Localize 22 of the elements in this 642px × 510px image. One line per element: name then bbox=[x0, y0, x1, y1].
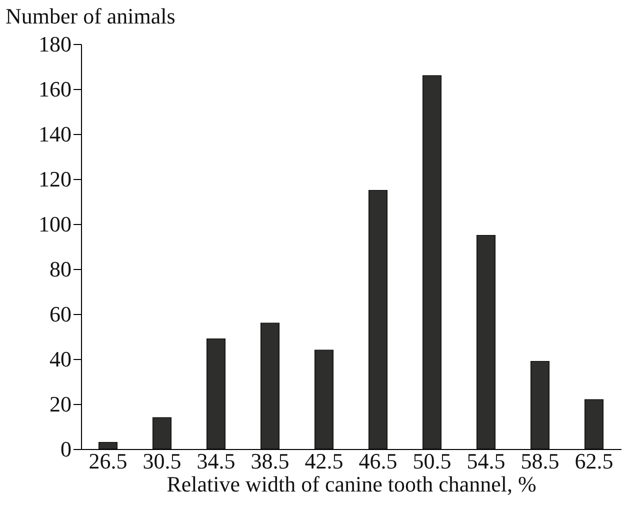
y-tick-label: 40 bbox=[50, 346, 72, 372]
x-tick-label: 38.5 bbox=[250, 448, 290, 474]
x-tick-label: 50.5 bbox=[412, 448, 452, 474]
y-tick-label: 60 bbox=[50, 302, 72, 326]
y-tick-label: 140 bbox=[38, 122, 72, 146]
x-axis-title: Relative width of canine tooth channel, % bbox=[166, 472, 536, 496]
x-tick-label: 62.5 bbox=[574, 448, 614, 474]
x-tick-label: 30.5 bbox=[142, 448, 182, 474]
y-tick-label: 0 bbox=[60, 436, 72, 462]
x-tick-label: 34.5 bbox=[196, 448, 236, 474]
y-tick-label: 100 bbox=[38, 212, 72, 236]
x-tick-label: 26.5 bbox=[88, 448, 128, 474]
x-tick-label: 42.5 bbox=[304, 448, 344, 474]
y-tick-label: 120 bbox=[38, 166, 72, 192]
x-tick-label: 58.5 bbox=[520, 448, 560, 474]
y-tick-label: 20 bbox=[50, 392, 72, 416]
y-axis-title: Number of animals bbox=[6, 4, 176, 28]
y-tick-label: 180 bbox=[38, 32, 72, 56]
x-tick-label: 54.5 bbox=[466, 448, 506, 474]
y-tick-label: 80 bbox=[50, 256, 72, 282]
y-tick-label: 160 bbox=[38, 76, 72, 102]
x-tick-label: 46.5 bbox=[358, 448, 398, 474]
